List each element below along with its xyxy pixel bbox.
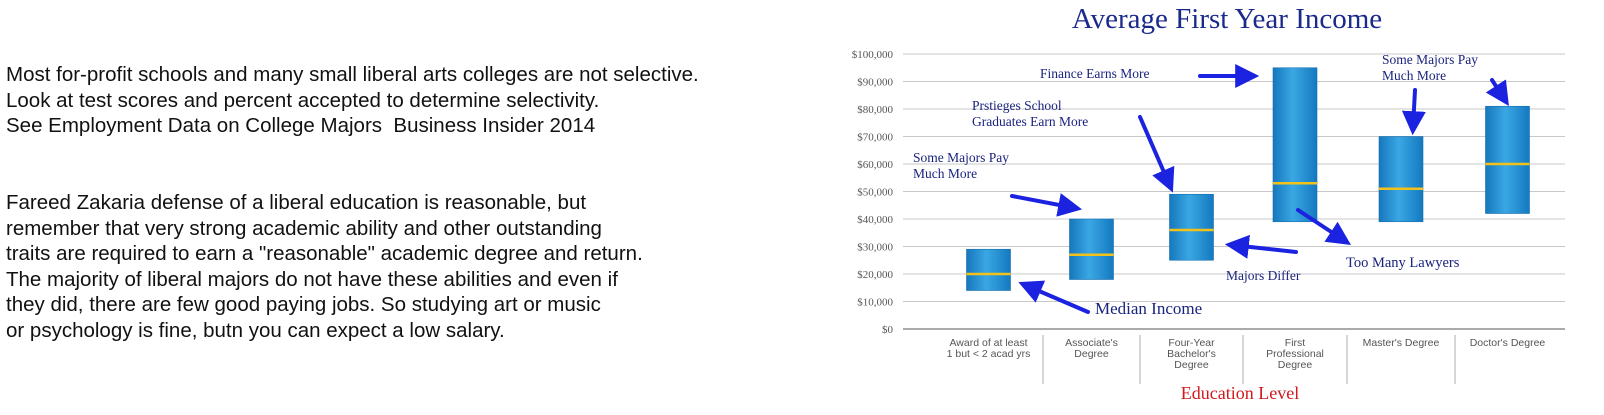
paragraph-line: remember that very strong academic abili… — [6, 216, 602, 240]
annotation-some-majors-right: Much More — [1382, 68, 1446, 83]
paragraph-line: Look at test scores and percent accepted… — [6, 88, 600, 112]
range-bar — [1272, 67, 1318, 223]
range-bar — [1069, 218, 1114, 280]
range-bar — [1169, 193, 1214, 261]
annotation-median-income: Median Income — [1095, 299, 1202, 318]
y-tick-label: $60,000 — [857, 159, 893, 171]
annotation-some-majors-left: Much More — [913, 166, 977, 181]
arrow-masters — [1401, 88, 1426, 136]
paragraph-line: Most for-profit schools and many small l… — [6, 63, 699, 86]
paragraph-line: they did, there are few good paying jobs… — [6, 293, 601, 316]
x-tick-label: Associate's — [1065, 337, 1118, 349]
y-tick-label: $80,000 — [857, 104, 893, 116]
y-tick-label: $10,000 — [857, 297, 893, 309]
x-tick-label: Degree — [1278, 359, 1313, 371]
commentary-paragraph: Fareed Zakaria defense of a liberal educ… — [6, 190, 643, 343]
y-tick-label: $40,000 — [857, 214, 893, 226]
arrow-bachelors — [1138, 115, 1175, 193]
paragraph-line: Fareed Zakaria defense of a liberal educ… — [6, 191, 587, 214]
y-tick-label: $100,000 — [852, 49, 894, 61]
x-tick-label: Four-Year — [1168, 337, 1215, 349]
paragraph-line: traits are required to earn a "reasonabl… — [6, 242, 643, 265]
range-bar — [1485, 105, 1530, 214]
arrow-associates — [1010, 193, 1083, 217]
x-tick-label: First — [1285, 337, 1305, 349]
x-tick-label: Award of at least — [949, 337, 1027, 349]
annotation-lawyers: Too Many Lawyers — [1346, 255, 1460, 271]
range-bar — [1378, 136, 1424, 223]
x-tick-label: Professional — [1266, 348, 1324, 360]
y-tick-label: $30,000 — [857, 242, 893, 254]
x-tick-label: Degree — [1074, 348, 1109, 360]
x-tick-label: Doctor's Degree — [1470, 337, 1546, 349]
x-axis-label: Education Level — [1181, 383, 1299, 403]
annotation-some-majors-left: Some Majors Pay — [913, 150, 1009, 165]
x-tick-label: 1 but < 2 acad yrs — [947, 348, 1031, 360]
x-tick-label: Master's Degree — [1363, 337, 1440, 349]
range-bar — [966, 248, 1011, 291]
annotation-some-majors-right: Some Majors Pay — [1382, 52, 1478, 67]
paragraph-line: The majority of liberal majors do not ha… — [6, 267, 618, 291]
arrow-lawyers — [1296, 208, 1352, 245]
annotation-prestige: Prstieges School — [972, 98, 1062, 113]
annotation-prestige: Graduates Earn More — [972, 114, 1088, 129]
paragraph-line: See Employment Data on College Majors Bu… — [6, 114, 596, 137]
y-tick-label: $90,000 — [857, 77, 893, 89]
y-tick-label: $70,000 — [857, 132, 893, 144]
arrow-doctors — [1485, 78, 1509, 107]
arrow-median — [1018, 280, 1090, 314]
arrow-majors-differ — [1224, 234, 1298, 259]
annotation-majors-differ: Majors Differ — [1226, 268, 1301, 283]
chart-title: Average First Year Income — [1072, 3, 1382, 35]
intro-paragraph: Most for-profit schools and many small l… — [6, 62, 699, 139]
y-tick-label: $20,000 — [857, 269, 893, 281]
paragraph-line: or psychology is fine, butn you can expe… — [6, 318, 505, 342]
x-tick-label: Degree — [1174, 359, 1209, 371]
y-tick-label: $0 — [882, 324, 894, 336]
x-tick-label: Bachelor's — [1167, 348, 1216, 360]
y-tick-label: $50,000 — [857, 187, 893, 199]
annotation-finance: Finance Earns More — [1040, 66, 1149, 81]
